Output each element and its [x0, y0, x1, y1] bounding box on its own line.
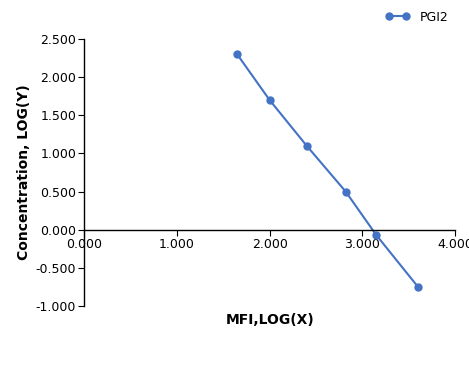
Legend: PGI2: PGI2: [385, 11, 449, 24]
Y-axis label: Concentration, LOG(Y): Concentration, LOG(Y): [17, 85, 31, 260]
PGI2: [267, 98, 272, 102]
PGI2: [304, 143, 310, 148]
PGI2: [343, 189, 348, 194]
X-axis label: MFI,LOG(X): MFI,LOG(X): [225, 314, 314, 327]
Line: PGI2: PGI2: [234, 51, 421, 290]
PGI2: [415, 284, 421, 289]
PGI2: [373, 232, 379, 237]
PGI2: [234, 52, 240, 57]
